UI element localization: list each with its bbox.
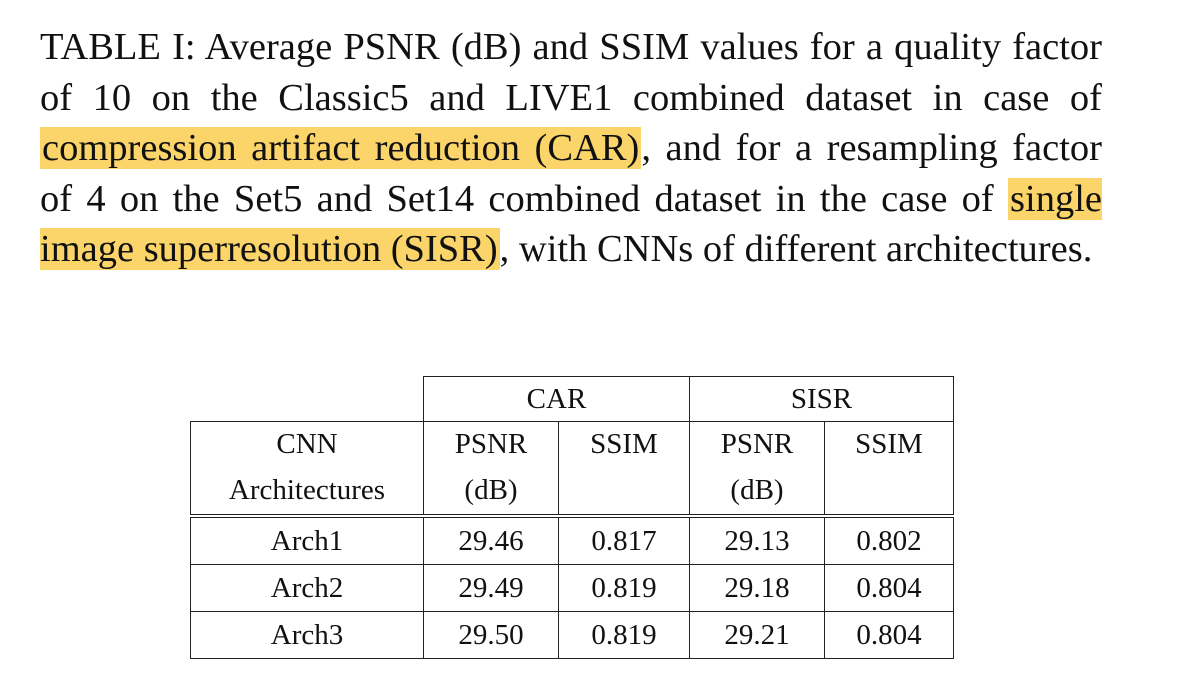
car-psnr-cell: 29.50: [423, 611, 559, 659]
arch-name-cell: Arch2: [190, 564, 424, 612]
car-ssim-cell: 0.817: [558, 516, 690, 565]
column-header-row-1: CNN PSNR SSIM PSNR SSIM: [190, 421, 954, 466]
sisr-psnr-header: PSNR: [689, 421, 825, 466]
sisr-ssim-cell: 0.804: [824, 611, 954, 659]
sisr-ssim-cell: 0.804: [824, 564, 954, 612]
sisr-psnr-cell: 29.13: [689, 516, 825, 565]
arch-name-cell: Arch1: [190, 516, 424, 565]
table-row: Arch1 29.46 0.817 29.13 0.802: [190, 516, 954, 565]
sisr-ssim-header: SSIM: [824, 421, 954, 466]
table-row: Arch3 29.50 0.819 29.21 0.804: [190, 611, 954, 659]
caption-text-3: , with CNNs of different architectures.: [499, 228, 1093, 270]
caption-text-1: TABLE I: Average PSNR (dB) and SSIM valu…: [40, 26, 1102, 119]
car-psnr-unit: (dB): [423, 466, 559, 518]
empty-corner-cell: [191, 377, 424, 422]
car-ssim-unit: [558, 466, 690, 518]
group-header-car: CAR: [423, 376, 690, 422]
car-ssim-header: SSIM: [558, 421, 690, 466]
arch-name-cell: Arch3: [190, 611, 424, 659]
sisr-psnr-cell: 29.21: [689, 611, 825, 659]
table-caption: TABLE I: Average PSNR (dB) and SSIM valu…: [40, 22, 1102, 275]
row-header-line-2: Architectures: [190, 466, 424, 518]
group-header-sisr: SISR: [689, 376, 954, 422]
column-header-row-2: Architectures (dB) (dB): [190, 466, 954, 518]
car-psnr-header: PSNR: [423, 421, 559, 466]
car-psnr-cell: 29.49: [423, 564, 559, 612]
row-header-line-1: CNN: [190, 421, 424, 466]
sisr-psnr-cell: 29.18: [689, 564, 825, 612]
group-header-row: CAR SISR: [191, 376, 954, 422]
sisr-psnr-unit: (dB): [689, 466, 825, 518]
car-psnr-cell: 29.46: [423, 516, 559, 565]
car-ssim-cell: 0.819: [558, 564, 690, 612]
results-table: CAR SISR CNN PSNR SSIM PSNR SSIM Archite…: [190, 376, 954, 659]
car-ssim-cell: 0.819: [558, 611, 690, 659]
caption-highlight-car: compression artifact reduction (CAR): [40, 127, 642, 169]
caption-text-2: , and for a resampling factor of 4 on th…: [40, 127, 1102, 220]
sisr-ssim-unit: [824, 466, 954, 518]
table-row: Arch2 29.49 0.819 29.18 0.804: [190, 564, 954, 612]
sisr-ssim-cell: 0.802: [824, 516, 954, 565]
